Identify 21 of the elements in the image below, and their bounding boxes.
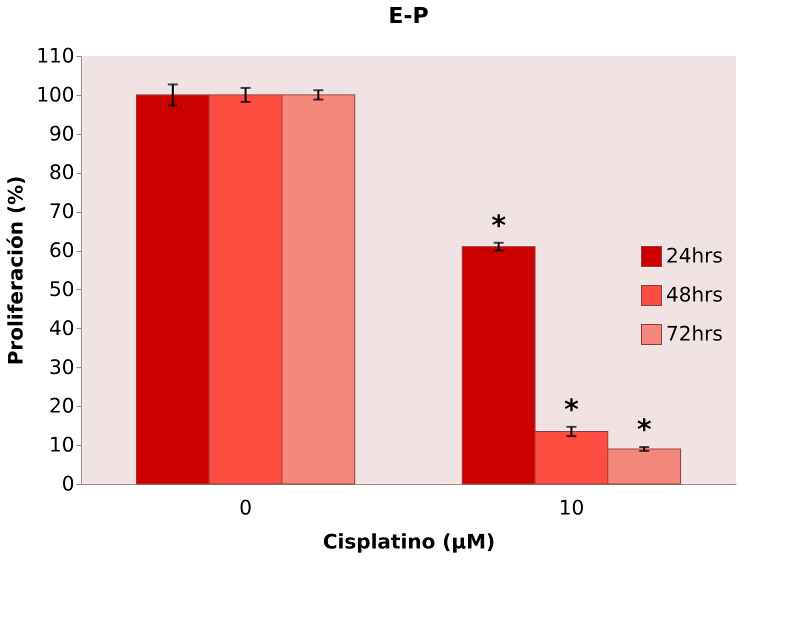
y-tick-label: 30: [49, 354, 74, 379]
annotation: *: [491, 208, 506, 242]
annotation: *: [564, 392, 580, 426]
y-tick-label: 50: [49, 276, 74, 301]
y-tick-label: 90: [49, 121, 74, 146]
legend-label: 72hrs: [666, 322, 723, 346]
y-tick-label: 100: [36, 82, 74, 106]
legend-label: 48hrs: [666, 282, 723, 306]
y-tick-label: 10: [49, 432, 74, 457]
y-tick-label: 110: [36, 44, 74, 68]
x-axis-title: Cisplatino (µM): [322, 530, 496, 554]
y-axis-title: Proliferación (%): [3, 176, 28, 366]
annotation: *: [636, 413, 652, 446]
y-tick-label: 20: [49, 394, 74, 418]
y-tick-label: 80: [49, 160, 74, 184]
y-tick-label: 60: [49, 238, 74, 262]
y-tick-label: 40: [49, 316, 74, 340]
y-tick-label: 70: [49, 199, 74, 224]
y-tick-label: 0: [62, 472, 74, 496]
legend-label: 24hrs: [666, 244, 723, 268]
chart-title: E-P: [388, 4, 429, 29]
